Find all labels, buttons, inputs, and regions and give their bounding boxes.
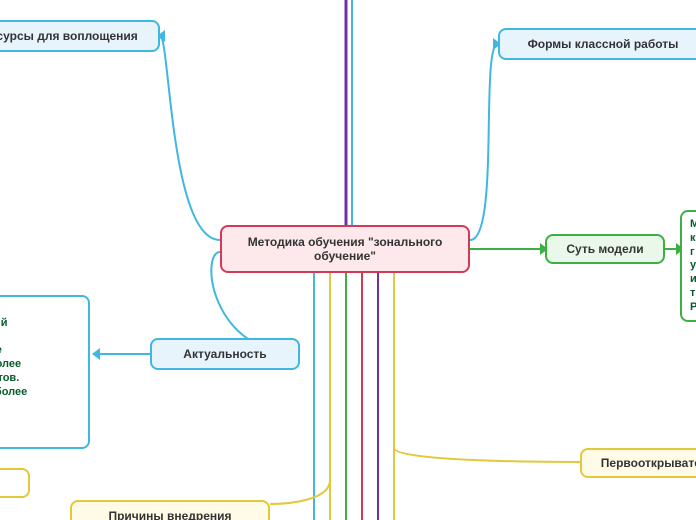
textblock-line: д наиболее [0,344,80,358]
textblock-right-detail: МкгуитР [680,210,696,322]
node-essence[interactable]: Суть модели [545,234,665,264]
textblock-line: х результатов. [0,372,80,386]
textblock-line: у [690,259,696,273]
node-reasons[interactable]: Причины внедрения [70,500,270,520]
textblock-line: помогает [0,399,80,413]
mindmap-canvas: { "canvas": { "width": 696, "height": 52… [0,0,696,520]
textblock-line: т [690,287,696,301]
textblock-line: г [690,246,696,260]
textblock-line: чения наиболее [0,386,80,400]
textblock-line: ния. [0,427,80,441]
node-pioneers[interactable]: Первооткрыватели. [580,448,696,478]
node-resources[interactable]: Ресурсы для воплощения [0,20,160,52]
textblock-bottom-left-fragment: й [0,468,30,498]
textblock-line: овательный [0,317,80,331]
textblock-line: о задачу [0,413,80,427]
textblock-line: Р [690,301,696,315]
textblock-line: тижения более [0,358,80,372]
node-relevance[interactable]: Актуальность [150,338,300,370]
central-node[interactable]: Методика обучения "зонального обучение" [220,225,470,273]
textblock-line: емно- [0,331,80,345]
node-forms[interactable]: Формы классной работы [498,28,696,60]
textblock-line: ный [0,303,80,317]
textblock-relevance-detail: ныйовательныйемно-д наиболеетижения боле… [0,295,90,449]
textblock-line: й [0,476,20,490]
textblock-line: к [690,232,696,246]
textblock-line: и [690,273,696,287]
textblock-line: М [690,218,696,232]
